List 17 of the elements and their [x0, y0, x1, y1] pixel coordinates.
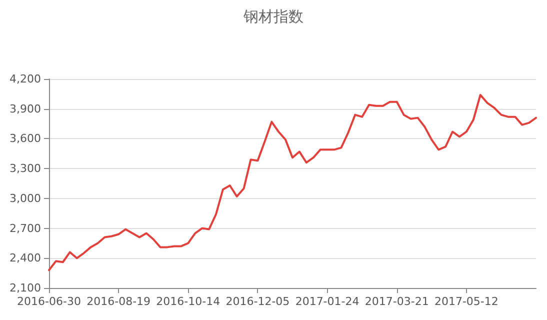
line-series: [48, 94, 537, 272]
chart-title: 钢材指数: [242, 8, 304, 26]
y-tick-label: 2,100: [10, 282, 41, 294]
y-tick-label: 2,700: [10, 222, 41, 235]
x-tick-label: 2016-10-14: [156, 295, 220, 308]
x-tick-label: 2017-05-12: [434, 295, 498, 308]
x-tick-label: 2016-08-19: [86, 295, 151, 308]
y-tick-label: 2,400: [10, 252, 41, 265]
x-tick-label: 2017-03-21: [364, 295, 429, 308]
x-tick-label: 2016-12-05: [226, 295, 290, 308]
y-tick-label: 3,300: [10, 162, 41, 176]
y-tick-label: 3,900: [10, 102, 41, 116]
y-tick-label: 3,000: [10, 192, 41, 205]
y-tick-label: 3,600: [10, 132, 41, 146]
y-tick-label: 4,200: [10, 72, 41, 86]
x-tick-label: 2016-06-30: [17, 295, 81, 308]
x-tick-label: 2017-01-24: [295, 295, 360, 308]
